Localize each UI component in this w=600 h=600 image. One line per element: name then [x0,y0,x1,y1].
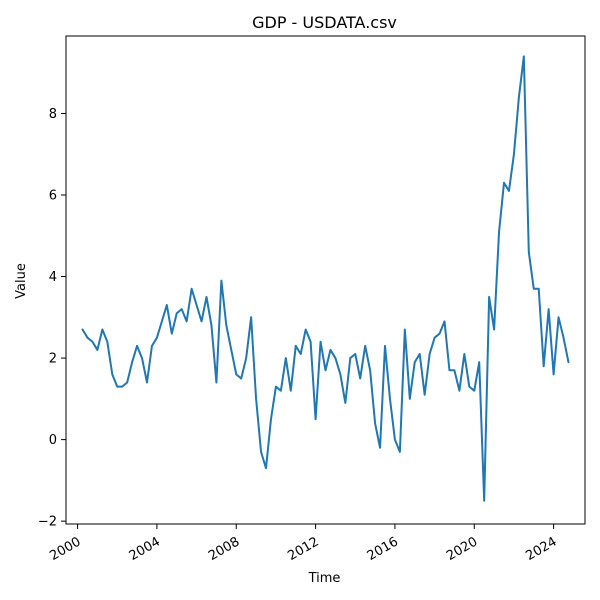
y-tick-label: −2 [38,515,57,530]
x-tick-label: 2020 [444,534,480,564]
x-axis-label: Time [308,571,341,586]
y-tick-label: 6 [49,188,57,203]
x-tick-label: 2000 [47,534,83,564]
x-tick-label: 2008 [206,534,242,564]
y-tick-label: 0 [49,433,57,448]
x-tick-label: 2024 [523,534,559,564]
x-tick-label: 2016 [365,534,401,564]
x-axis: 2000 2004 2008 2012 2016 2020 2024 [47,524,560,564]
y-axis: −2 0 2 4 6 8 [38,107,66,530]
x-tick-label: 2004 [127,534,163,564]
plot-area [65,35,586,525]
y-axis-label: Value [14,263,29,299]
y-tick-label: 4 [49,270,57,285]
x-tick-label: 2012 [285,534,321,564]
plot-frame [65,35,586,525]
y-tick-label: 8 [49,107,57,122]
chart-title: GDP - USDATA.csv [252,13,397,32]
series-line-gdp [81,55,570,502]
y-tick-label: 2 [49,352,57,367]
